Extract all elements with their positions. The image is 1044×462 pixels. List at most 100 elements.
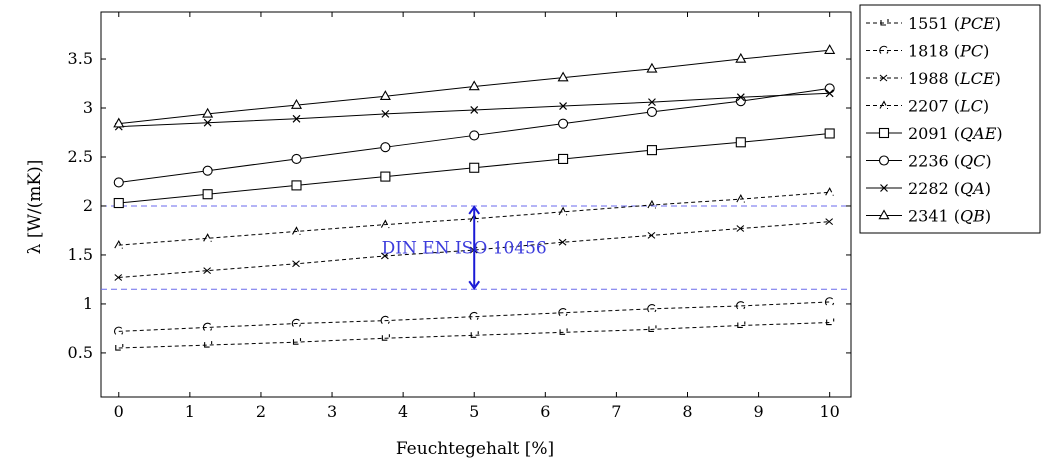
data-point — [113, 117, 125, 128]
series-2282 — [114, 89, 834, 131]
data-point — [292, 226, 301, 235]
y-axis-label: λ [W/(mK)] — [25, 160, 45, 255]
y-axis-ticks: 0.5 1 1.5 2 2.5 3 3.5 — [68, 49, 851, 362]
data-point — [559, 102, 568, 110]
data-point — [646, 106, 657, 117]
x-tick-label: 7 — [611, 402, 621, 421]
data-point — [557, 71, 569, 82]
legend-label: 2282 (QA) — [908, 179, 991, 198]
data-point — [736, 93, 745, 102]
legend-item: 2282 (QA) — [866, 179, 991, 198]
data-point — [380, 315, 390, 324]
data-point — [381, 109, 390, 118]
data-point — [202, 107, 214, 118]
y-tick-label: 3 — [83, 98, 93, 117]
legend-item: 2341 (QB) — [866, 207, 991, 226]
series-2236 — [113, 83, 835, 188]
data-point — [381, 252, 389, 260]
data-point — [203, 233, 212, 242]
data-point — [203, 118, 212, 127]
data-point — [824, 44, 836, 54]
x-tick-label: 1 — [185, 402, 195, 421]
x-tick-label: 4 — [398, 402, 408, 421]
series-1988 — [114, 218, 834, 281]
data-point — [648, 98, 656, 107]
y-tick-label: 0.5 — [68, 343, 93, 362]
legend-item: 2207 (LC) — [866, 97, 989, 116]
y-tick-label: 2.5 — [68, 147, 93, 166]
data-point — [559, 328, 568, 335]
data-point — [469, 130, 480, 141]
data-point — [113, 197, 124, 209]
data-point — [736, 193, 745, 203]
legend-label: 2207 (LC) — [908, 97, 989, 116]
data-point — [824, 83, 835, 94]
legend-marker — [878, 209, 890, 220]
data-point — [380, 171, 391, 182]
annotation-label: DIN EN ISO 10456 — [382, 239, 547, 259]
x-tick-label: 2 — [256, 402, 266, 421]
x-axis-label: Feuchtegehalt [%] — [396, 439, 554, 459]
x-tick-label: 3 — [327, 402, 337, 421]
annotation: DIN EN ISO 10456 — [382, 205, 547, 290]
data-point — [647, 231, 656, 239]
data-point — [736, 225, 745, 232]
data-point — [115, 344, 124, 351]
legend-marker — [878, 155, 890, 166]
data-point — [824, 297, 835, 306]
data-point — [380, 219, 390, 229]
series-1818 — [113, 297, 835, 335]
data-point — [469, 311, 479, 321]
y-tick-label: 1.5 — [68, 245, 93, 264]
data-point — [203, 267, 211, 275]
data-point — [825, 89, 834, 98]
reference-lines — [101, 205, 851, 290]
data-point — [470, 106, 479, 114]
data-point — [113, 326, 124, 335]
data-point — [558, 238, 567, 246]
series-line — [118, 301, 830, 332]
data-point — [380, 142, 391, 153]
x-tick-label: 8 — [682, 402, 692, 421]
legend-label: 1988 (LCE) — [908, 69, 1001, 88]
data-point — [824, 128, 835, 139]
data-point — [202, 322, 213, 331]
data-point — [646, 145, 657, 156]
data-point — [291, 318, 301, 327]
data-point — [558, 307, 568, 317]
data-point — [647, 304, 657, 313]
data-point — [558, 206, 568, 216]
legend-label: 1551 (PCE) — [908, 14, 1001, 33]
data-point — [379, 90, 391, 100]
data-point — [290, 98, 303, 109]
y-tick-label: 3.5 — [68, 49, 93, 68]
data-point — [292, 114, 301, 123]
legend-marker — [880, 184, 888, 192]
data-point — [469, 162, 480, 173]
x-tick-label: 0 — [114, 402, 124, 421]
data-point — [114, 274, 123, 281]
legend-item: 1818 (PC) — [866, 42, 989, 61]
data-point — [114, 239, 123, 249]
data-point — [202, 165, 213, 176]
data-point — [291, 180, 302, 191]
legend-item: 2236 (QC) — [866, 152, 992, 171]
data-point — [647, 199, 656, 209]
legend-marker — [878, 127, 890, 139]
legend-marker — [880, 19, 889, 26]
data-point — [648, 325, 657, 332]
data-point — [735, 52, 747, 63]
series-layer — [113, 44, 836, 351]
legend-marker — [879, 74, 888, 82]
data-point — [470, 331, 479, 338]
data-point — [826, 318, 835, 326]
x-axis-ticks: 0 1 2 3 4 5 6 7 8 9 10 — [114, 12, 840, 421]
data-point — [558, 153, 569, 164]
legend-item: 2091 (QAE) — [866, 124, 1003, 143]
series-2091 — [113, 128, 835, 209]
data-point — [292, 338, 302, 345]
annotation-arrowhead-down — [468, 280, 481, 290]
plot-area — [100, 11, 852, 398]
data-point — [825, 187, 834, 196]
